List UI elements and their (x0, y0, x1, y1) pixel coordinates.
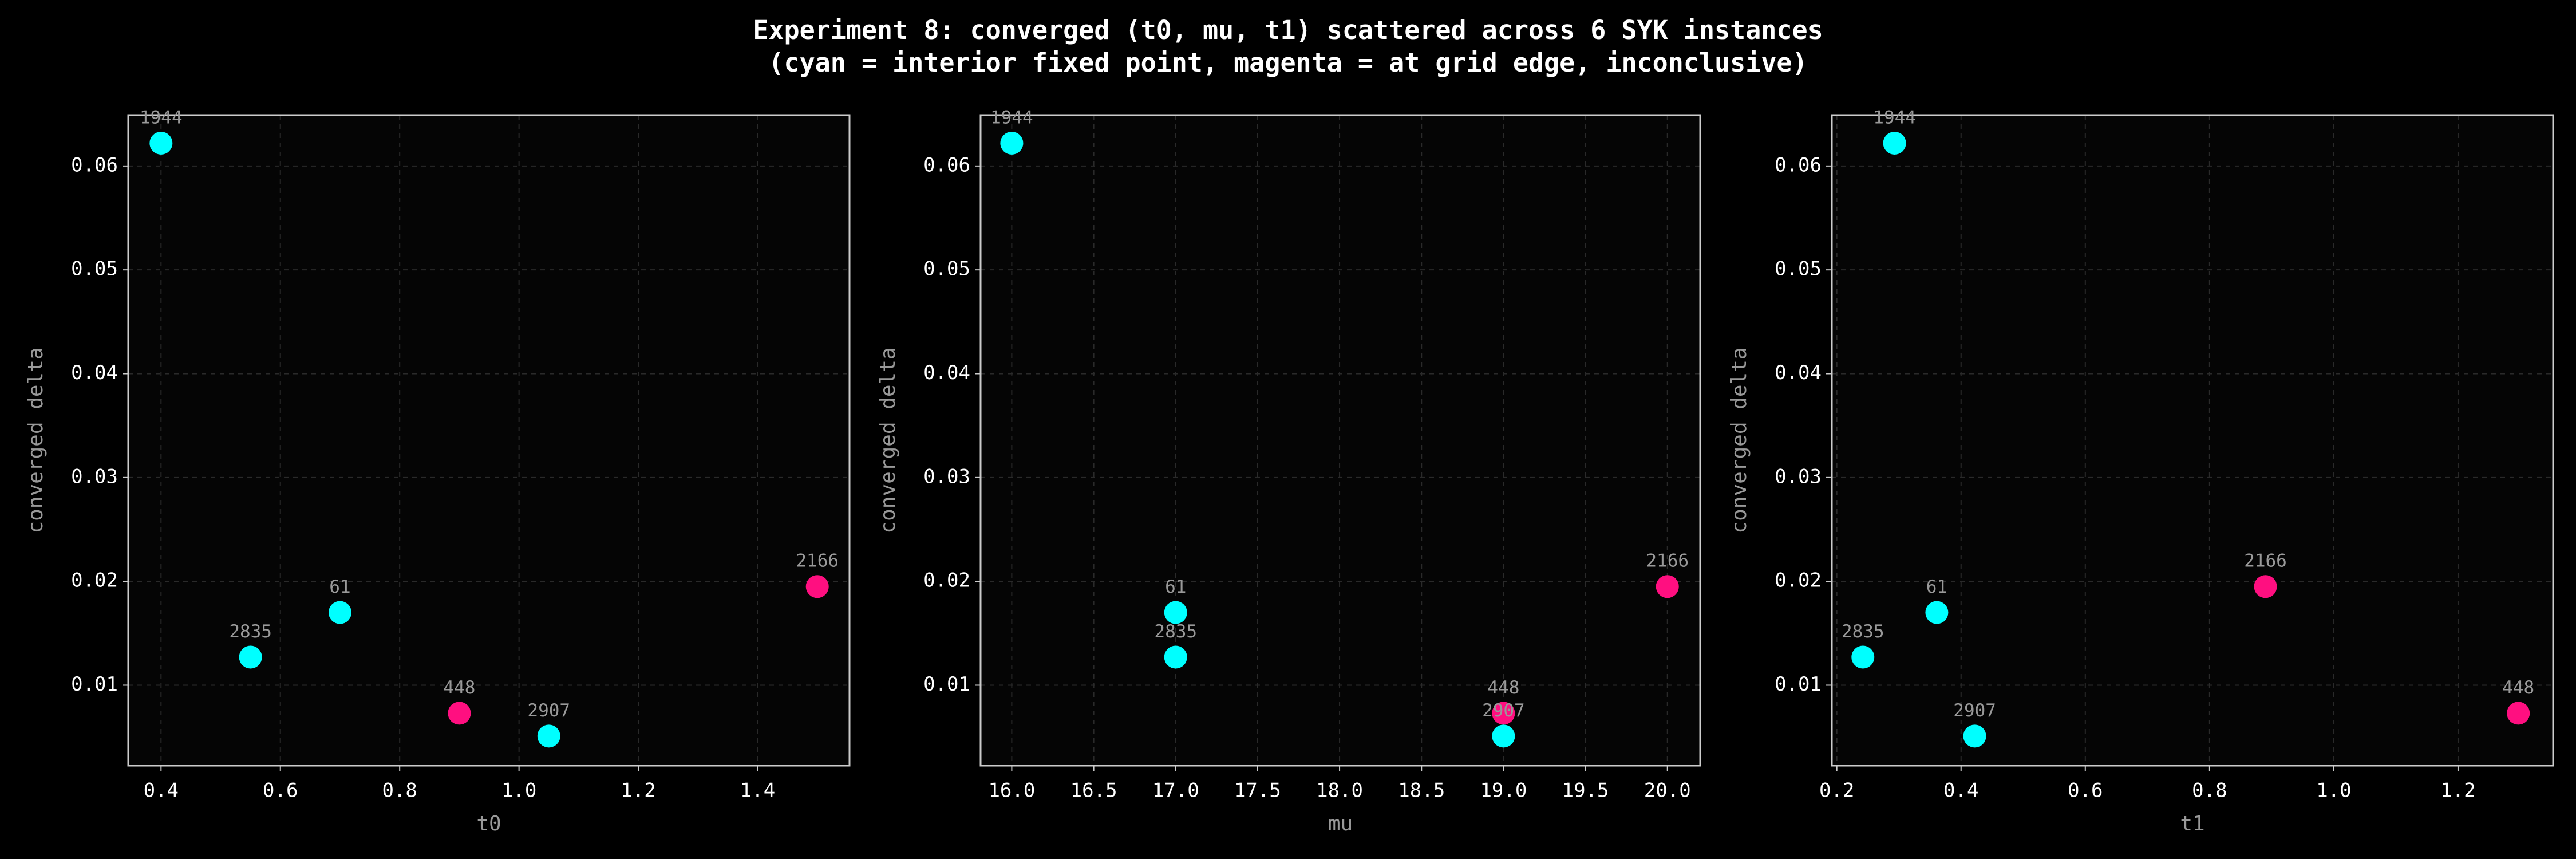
x-tick-label: 19.5 (1562, 779, 1609, 802)
point-label: 448 (2502, 677, 2534, 698)
point (1492, 702, 1515, 725)
point (239, 645, 262, 669)
y-tick-label: 0.05 (923, 258, 970, 281)
x-axis-label: t0 (476, 812, 501, 836)
figure-subtitle: (cyan = interior fixed point, magenta = … (768, 48, 1807, 78)
x-tick-label: 1.2 (621, 779, 655, 802)
y-tick-label: 0.06 (71, 153, 118, 176)
point-label: 2907 (1953, 700, 1996, 721)
point (149, 131, 173, 155)
point (2254, 575, 2277, 598)
y-tick-label: 0.02 (923, 569, 970, 592)
y-tick-label: 0.06 (923, 153, 970, 176)
y-axis-label: converged delta (876, 347, 900, 533)
x-tick-label: 18.0 (1316, 779, 1363, 802)
point (1492, 724, 1515, 748)
x-tick-label: 1.0 (2316, 779, 2351, 802)
plot-frame (127, 114, 851, 767)
x-tick-label: 0.8 (382, 779, 417, 802)
point-label: 1944 (1873, 107, 1916, 128)
y-tick-label: 0.06 (1775, 153, 1822, 176)
x-tick-label: 17.5 (1234, 779, 1281, 802)
x-tick-label: 0.8 (2192, 779, 2227, 802)
x-tick-label: 1.0 (501, 779, 536, 802)
plot-frame (1831, 114, 2554, 767)
point-label: 448 (1487, 677, 1519, 698)
point (328, 601, 351, 624)
y-tick-label: 0.02 (1775, 569, 1822, 592)
point-label: 2907 (527, 700, 570, 721)
point-label: 2166 (1646, 551, 1689, 572)
y-tick-label: 0.01 (71, 673, 118, 696)
x-tick-label: 0.2 (1819, 779, 1854, 802)
point (448, 702, 471, 725)
point (1851, 645, 1875, 669)
plot-area (128, 115, 850, 766)
point (1883, 131, 1906, 155)
point (1925, 601, 1949, 624)
point-label: 2835 (1842, 621, 1884, 642)
y-tick-label: 0.01 (1775, 673, 1822, 696)
y-tick-label: 0.04 (923, 361, 970, 384)
point-label: 1944 (140, 107, 183, 128)
point (805, 575, 829, 598)
x-tick-label: 17.0 (1152, 779, 1199, 802)
point-label: 61 (1165, 577, 1186, 597)
x-axis-label: mu (1328, 812, 1353, 836)
y-tick-label: 0.04 (1775, 361, 1822, 384)
figure-title: Experiment 8: converged (t0, mu, t1) sca… (753, 15, 1823, 45)
point-label: 2166 (2244, 551, 2287, 572)
point-label: 448 (443, 677, 475, 698)
x-tick-label: 1.4 (740, 779, 775, 802)
x-axis-label: t1 (2180, 812, 2204, 836)
x-tick-label: 1.2 (2440, 779, 2475, 802)
point (537, 724, 560, 748)
y-tick-label: 0.05 (1775, 258, 1822, 281)
plot-area (981, 115, 1700, 766)
x-tick-label: 16.0 (988, 779, 1035, 802)
point-label: 61 (1926, 577, 1947, 597)
y-axis-label: converged delta (1728, 347, 1751, 533)
y-tick-label: 0.03 (1775, 465, 1822, 488)
point (1963, 724, 1986, 748)
point-label: 1944 (990, 107, 1033, 128)
y-axis-label: converged delta (24, 347, 48, 533)
y-tick-label: 0.02 (71, 569, 118, 592)
point (1164, 601, 1187, 624)
plot-frame (979, 114, 1701, 767)
x-tick-label: 0.4 (1943, 779, 1978, 802)
point-label: 61 (329, 577, 350, 597)
y-tick-label: 0.03 (71, 465, 118, 488)
point-label: 2166 (796, 551, 839, 572)
point (1000, 131, 1024, 155)
point-label: 2907 (1482, 700, 1525, 721)
point-label: 2835 (1154, 621, 1197, 642)
y-tick-label: 0.01 (923, 673, 970, 696)
y-tick-label: 0.05 (71, 258, 118, 281)
y-tick-label: 0.03 (923, 465, 970, 488)
point (1656, 575, 1679, 598)
x-tick-label: 20.0 (1644, 779, 1691, 802)
x-tick-label: 19.0 (1480, 779, 1527, 802)
x-tick-label: 0.4 (144, 779, 179, 802)
x-tick-label: 0.6 (2068, 779, 2103, 802)
y-tick-label: 0.04 (71, 361, 118, 384)
point (1164, 645, 1187, 669)
plot-area (1832, 115, 2553, 766)
point-label: 2835 (229, 621, 272, 642)
x-tick-label: 18.5 (1398, 779, 1445, 802)
x-tick-label: 0.6 (263, 779, 298, 802)
x-tick-label: 16.5 (1070, 779, 1117, 802)
point (2507, 702, 2530, 725)
